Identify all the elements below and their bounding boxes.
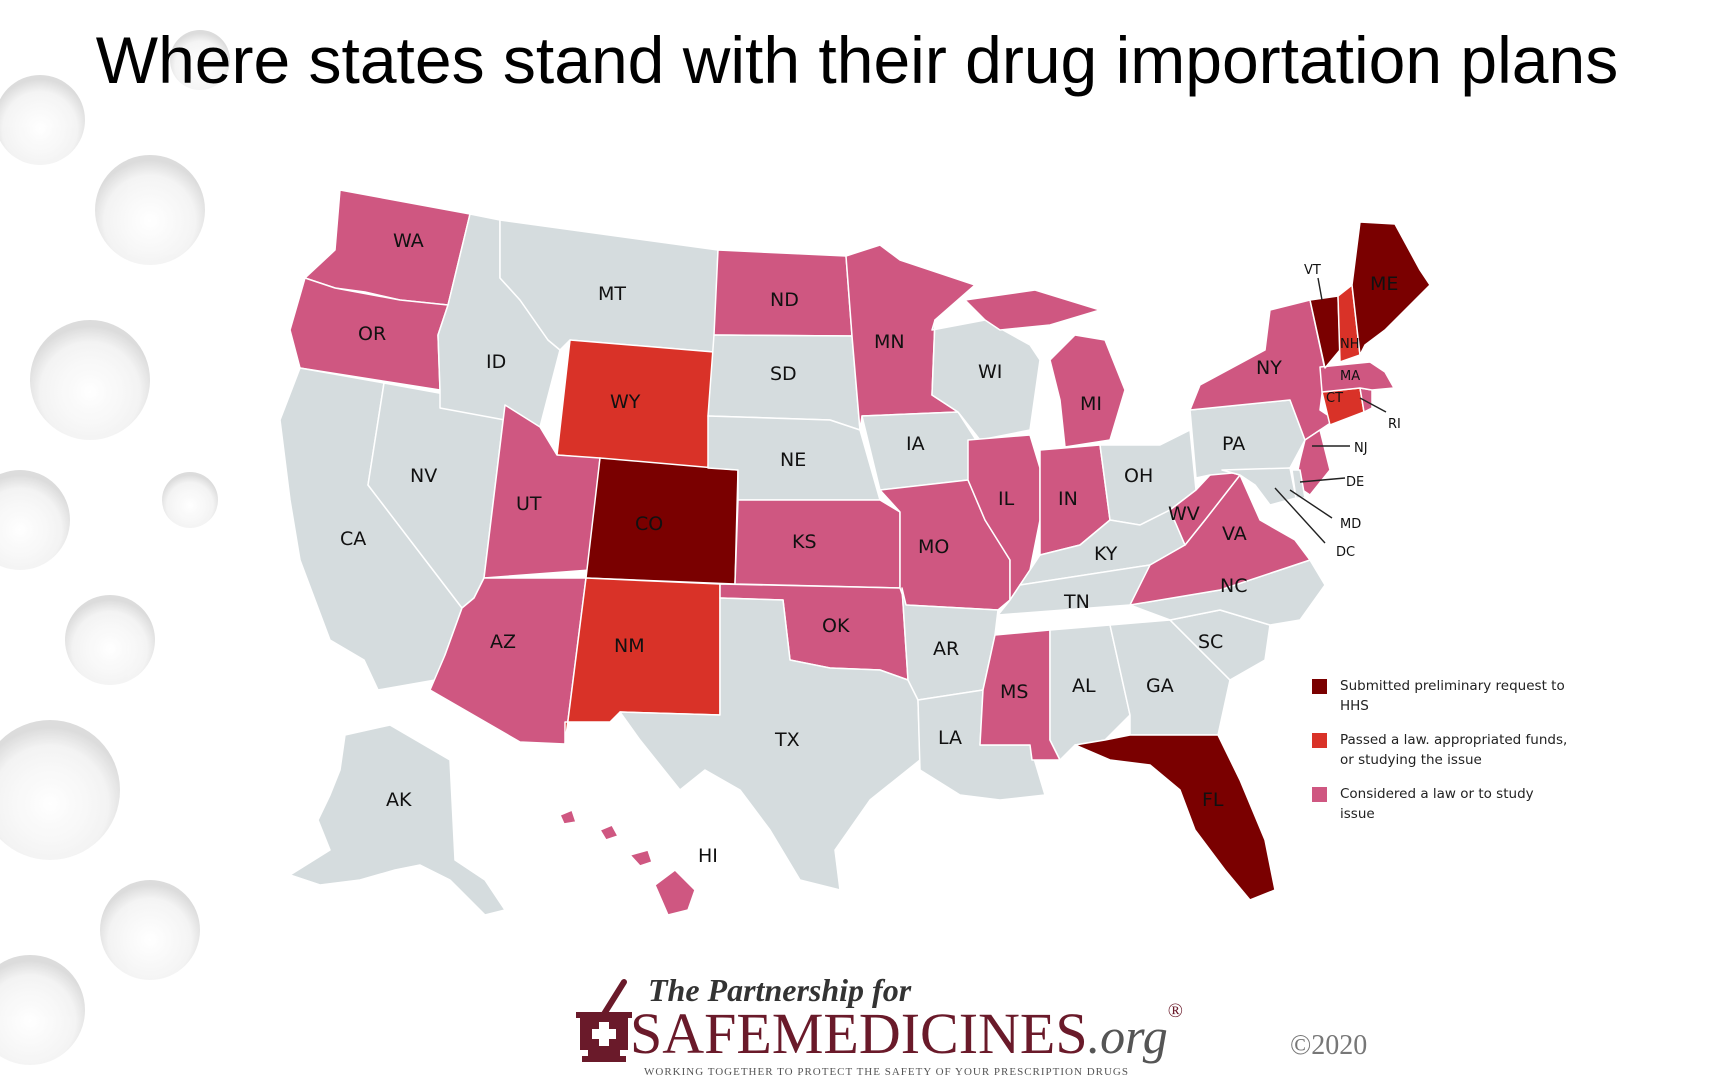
label-ks: KS	[792, 531, 817, 553]
legend-label-passed: Passed a law. appropriated funds, or stu…	[1340, 732, 1568, 768]
label-ky: KY	[1094, 543, 1118, 565]
label-de: DE	[1346, 475, 1364, 490]
state-labels: WA OR CA NV ID MT WY UT CO AZ NM ND SD N…	[340, 230, 1401, 867]
state-ks	[734, 499, 901, 589]
label-ri: RI	[1388, 417, 1401, 432]
legend-item-submitted: Submitted preliminary request to HHS	[1312, 676, 1572, 716]
legend-item-passed: Passed a law. appropriated funds, or stu…	[1312, 730, 1572, 770]
label-la: LA	[938, 727, 962, 749]
page-title: Where states stand with their drug impor…	[95, 23, 1619, 97]
label-mt: MT	[598, 283, 626, 305]
label-ar: AR	[933, 638, 959, 660]
state-hi	[654, 869, 696, 916]
logo-tagline: WORKING TOGETHER TO PROTECT THE SAFETY O…	[644, 1066, 1129, 1078]
label-pa: PA	[1222, 433, 1245, 455]
state-ma	[1319, 361, 1395, 393]
state-wi	[931, 319, 1041, 441]
label-ne: NE	[780, 449, 806, 471]
label-wa: WA	[393, 230, 424, 252]
state-ak	[289, 724, 506, 916]
state-hi-maui	[629, 849, 653, 867]
map-legend: Submitted preliminary request to HHS Pas…	[1312, 676, 1572, 838]
legend-swatch-considered	[1312, 787, 1327, 802]
label-sc: SC	[1198, 631, 1223, 653]
label-co: CO	[635, 513, 663, 535]
label-or: OR	[358, 323, 386, 345]
label-vt: VT	[1304, 263, 1321, 278]
label-il: IL	[998, 488, 1015, 510]
legend-label-submitted: Submitted preliminary request to HHS	[1340, 678, 1565, 714]
logo-name: SAFEMEDICINES	[630, 1001, 1088, 1066]
label-hi: HI	[698, 845, 718, 867]
label-me: ME	[1370, 273, 1398, 295]
state-tx	[619, 597, 921, 891]
label-wy: WY	[610, 391, 641, 413]
label-ok: OK	[822, 615, 850, 637]
callout-lines	[1274, 277, 1387, 544]
state-ny	[1189, 299, 1336, 441]
state-fl	[1074, 734, 1276, 901]
partnership-logo: The Partnership for SAFEMEDICINES.org® W…	[574, 970, 1274, 1082]
label-va: VA	[1222, 523, 1247, 545]
label-mi: MI	[1080, 393, 1102, 415]
label-ms: MS	[1000, 681, 1028, 703]
label-al: AL	[1072, 675, 1096, 697]
legend-swatch-passed	[1312, 733, 1327, 748]
label-nc: NC	[1220, 575, 1247, 597]
label-sd: SD	[770, 363, 797, 385]
label-ia: IA	[906, 433, 925, 455]
label-mn: MN	[874, 331, 905, 353]
label-nh: NH	[1340, 337, 1360, 352]
label-id: ID	[486, 351, 506, 373]
legend-swatch-submitted	[1312, 679, 1327, 694]
label-nv: NV	[410, 465, 437, 487]
logo-suffix: .org	[1087, 1008, 1168, 1064]
label-tx: TX	[774, 729, 800, 751]
label-dc: DC	[1336, 545, 1355, 560]
state-md	[1221, 467, 1297, 506]
background-bubbles	[0, 30, 230, 1065]
label-nd: ND	[770, 289, 799, 311]
state-mi-upper	[964, 289, 1101, 331]
label-md: MD	[1340, 517, 1361, 532]
logo-registered: ®	[1167, 1000, 1183, 1022]
mortar-pestle-icon	[576, 979, 632, 1062]
label-ca: CA	[340, 528, 366, 550]
state-hi-oahu	[599, 824, 619, 841]
label-az: AZ	[490, 631, 516, 653]
label-ak: AK	[386, 789, 412, 811]
logo-subtitle: The Partnership for	[648, 972, 912, 1008]
logo-wordmark: SAFEMEDICINES.org®	[630, 1000, 1183, 1067]
label-nj: NJ	[1354, 441, 1368, 456]
state-pa	[1189, 399, 1306, 479]
label-fl: FL	[1202, 789, 1224, 811]
label-tn: TN	[1063, 591, 1090, 613]
states-layer	[279, 189, 1431, 916]
label-ga: GA	[1146, 675, 1174, 697]
state-hi-kauai	[559, 809, 577, 825]
label-mo: MO	[918, 536, 949, 558]
state-mi	[1049, 334, 1126, 448]
label-nm: NM	[614, 635, 645, 657]
state-me	[1351, 221, 1431, 356]
label-in: IN	[1058, 488, 1078, 510]
legend-label-considered: Considered a law or to study issue	[1340, 786, 1534, 822]
label-wv: WV	[1168, 503, 1200, 525]
label-ct: CT	[1326, 391, 1343, 406]
copyright-notice: ©2020	[1290, 1030, 1368, 1061]
label-ut: UT	[516, 493, 542, 515]
legend-item-considered: Considered a law or to study issue	[1312, 784, 1572, 824]
label-ma: MA	[1340, 369, 1360, 384]
label-oh: OH	[1124, 465, 1153, 487]
label-wi: WI	[978, 361, 1002, 383]
label-ny: NY	[1256, 357, 1282, 379]
